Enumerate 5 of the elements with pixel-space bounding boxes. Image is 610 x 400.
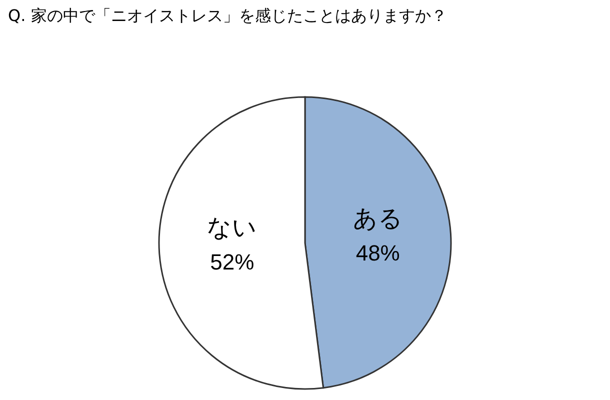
data-label: 48% bbox=[356, 240, 400, 266]
slice-label: ない bbox=[207, 214, 258, 242]
chart-title: Q. 家の中で「ニオイストレス」を感じたことはありますか？ bbox=[8, 6, 447, 27]
slice-label: ある bbox=[352, 204, 403, 232]
data-label: 52% bbox=[210, 250, 254, 275]
